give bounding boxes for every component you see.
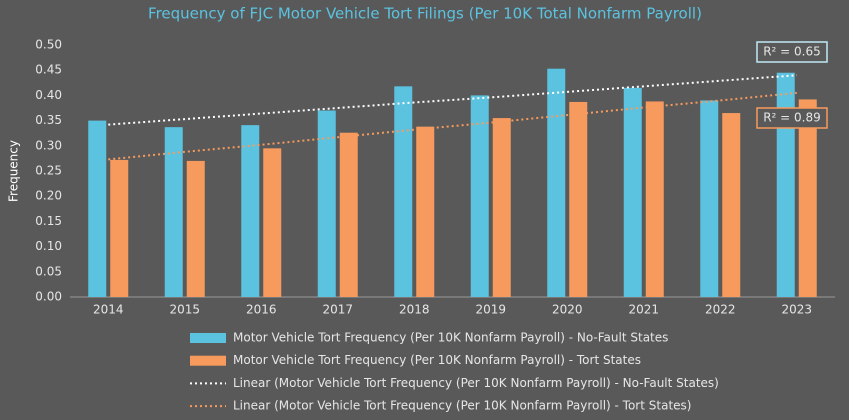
y-tick-label: 0.15: [35, 214, 62, 228]
y-tick-label: 0.30: [35, 138, 62, 152]
r2-box: [756, 107, 828, 129]
bar: [110, 159, 129, 297]
bar: [798, 99, 817, 297]
x-tick-label: 2022: [705, 303, 736, 317]
x-tick-label: 2020: [552, 303, 583, 317]
bar: [241, 125, 260, 297]
y-tick-label: 0.45: [35, 63, 62, 77]
bar: [263, 148, 282, 297]
bar: [623, 87, 642, 297]
bar: [394, 86, 413, 297]
y-tick-label: 0.00: [35, 290, 62, 304]
x-tick-label: 2023: [781, 303, 812, 317]
y-tick-label: 0.05: [35, 264, 62, 278]
legend-label: Motor Vehicle Tort Frequency (Per 10K No…: [233, 353, 641, 367]
legend-swatch: [190, 333, 226, 343]
bar: [547, 68, 566, 297]
x-tick-label: 2015: [169, 303, 200, 317]
y-tick-label: 0.50: [35, 38, 62, 52]
x-tick-label: 2018: [399, 303, 430, 317]
bar: [317, 110, 336, 298]
x-tick-label: 2017: [322, 303, 353, 317]
legend-swatch: [190, 355, 226, 366]
y-tick-label: 0.25: [35, 164, 62, 178]
bar: [776, 72, 795, 297]
bar: [339, 132, 358, 297]
bar: [492, 118, 511, 297]
y-axis-label: Frequency: [7, 140, 21, 202]
x-tick-label: 2016: [246, 303, 277, 317]
y-tick-label: 0.10: [35, 239, 62, 253]
trendline: [108, 74, 797, 126]
x-tick-label: 2019: [475, 303, 506, 317]
r2-label: R² = 0.89: [763, 111, 821, 125]
x-tick-label: 2014: [93, 303, 124, 317]
bar: [645, 101, 664, 297]
legend-label: Linear (Motor Vehicle Tort Frequency (Pe…: [233, 376, 719, 390]
bar: [186, 160, 205, 297]
r2-box: [756, 41, 828, 63]
bar: [569, 101, 588, 298]
r2-label: R² = 0.65: [763, 45, 821, 59]
y-tick-label: 0.40: [35, 88, 62, 102]
legend-label: Motor Vehicle Tort Frequency (Per 10K No…: [233, 331, 668, 345]
y-tick-label: 0.20: [35, 189, 62, 203]
bar: [722, 113, 741, 297]
x-tick-label: 2021: [628, 303, 659, 317]
bar: [164, 127, 183, 297]
bar: [416, 126, 435, 297]
y-tick-label: 0.35: [35, 113, 62, 127]
bar: [470, 95, 489, 298]
trendline: [108, 91, 797, 161]
bar: [88, 120, 107, 297]
legend-label: Linear (Motor Vehicle Tort Frequency (Pe…: [233, 399, 691, 413]
chart-title: Frequency of FJC Motor Vehicle Tort Fili…: [148, 5, 702, 23]
bar: [700, 100, 719, 297]
